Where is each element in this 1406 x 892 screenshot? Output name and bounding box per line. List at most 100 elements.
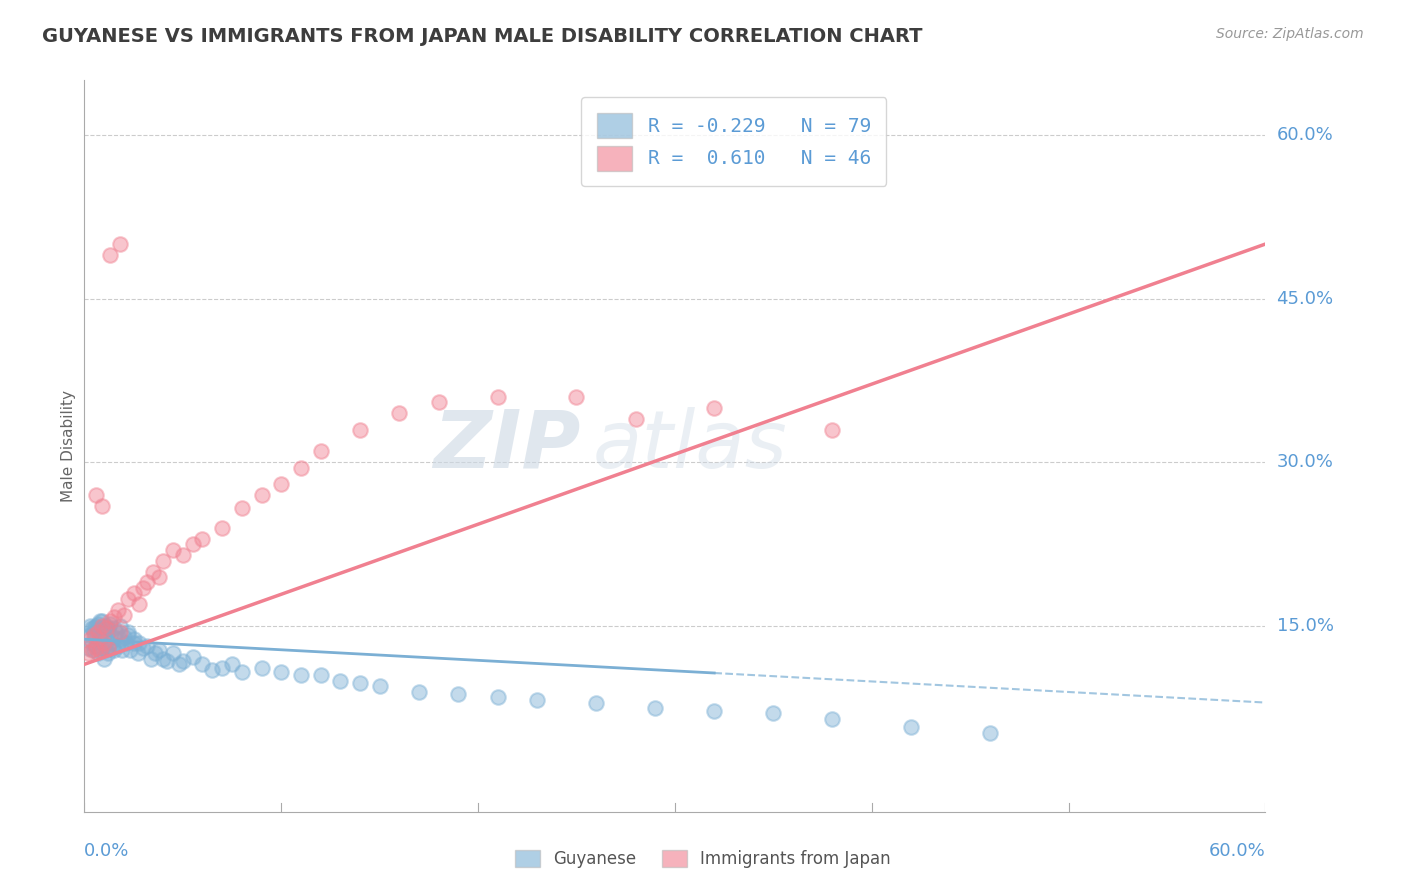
Point [91,499,114,513]
Point [388,406,411,420]
Point [83,628,105,642]
Point [368,679,391,693]
Point [762,706,785,721]
Point [191,532,214,546]
Point [84,639,107,653]
Point [156,654,179,668]
Point [309,444,332,458]
Point [98,616,121,631]
Point [91,624,114,639]
Point [107,603,129,617]
Point [108,624,131,639]
Point [84,640,107,655]
Point [211,521,233,535]
Point [408,684,430,698]
Point [142,565,165,579]
Point [91,640,114,655]
Point [526,693,548,707]
Point [103,621,125,635]
Point [108,632,131,647]
Point [211,660,233,674]
Point [290,668,312,682]
Point [114,635,136,649]
Point [93,628,115,642]
Point [91,614,114,628]
Point [250,660,273,674]
Point [132,581,155,595]
Point [82,621,104,635]
Point [900,720,922,734]
Point [82,635,104,649]
Point [104,624,127,639]
Text: 60.0%: 60.0% [1277,126,1333,144]
Point [270,477,292,491]
Point [112,630,135,644]
Point [103,643,125,657]
Point [349,676,371,690]
Point [97,647,120,661]
Point [136,639,159,653]
Point [117,628,139,642]
Point [83,643,105,657]
Y-axis label: Male Disability: Male Disability [60,390,76,502]
Point [94,619,117,633]
Point [117,591,139,606]
Point [201,663,224,677]
Point [103,630,125,644]
Point [329,673,352,688]
Legend: R = -0.229   N = 79, R =  0.610   N = 46: R = -0.229 N = 79, R = 0.610 N = 46 [582,97,886,186]
Point [122,635,145,649]
Point [118,643,141,657]
Point [79,619,101,633]
Point [250,488,273,502]
Point [141,652,163,666]
Text: Source: ZipAtlas.com: Source: ZipAtlas.com [1216,27,1364,41]
Point [447,687,470,701]
Point [94,643,117,657]
Point [79,632,101,647]
Point [644,701,666,715]
Point [112,608,135,623]
Point [84,619,107,633]
Point [979,726,1001,740]
Point [103,610,125,624]
Point [84,488,107,502]
Point [152,554,174,568]
Point [108,619,131,633]
Point [349,423,371,437]
Point [83,624,105,639]
Point [122,632,145,647]
Point [162,647,184,661]
Point [136,575,159,590]
Point [172,654,194,668]
Point [87,616,110,631]
Point [87,647,110,661]
Point [309,668,332,682]
Point [98,614,121,628]
Point [91,619,114,633]
Point [148,643,170,657]
Point [162,542,184,557]
Point [427,395,450,409]
Point [98,248,121,262]
Point [703,401,725,415]
Point [77,640,100,655]
Point [486,390,509,404]
Point [97,621,120,635]
Text: ZIP: ZIP [433,407,581,485]
Point [83,621,105,635]
Point [94,621,117,635]
Point [107,639,129,653]
Point [191,657,214,672]
Point [703,704,725,718]
Point [93,635,115,649]
Point [221,657,243,672]
Point [167,657,190,672]
Text: atlas: atlas [592,407,787,485]
Point [87,624,110,639]
Point [821,423,844,437]
Point [486,690,509,704]
Point [93,652,115,666]
Point [148,570,170,584]
Point [101,640,124,655]
